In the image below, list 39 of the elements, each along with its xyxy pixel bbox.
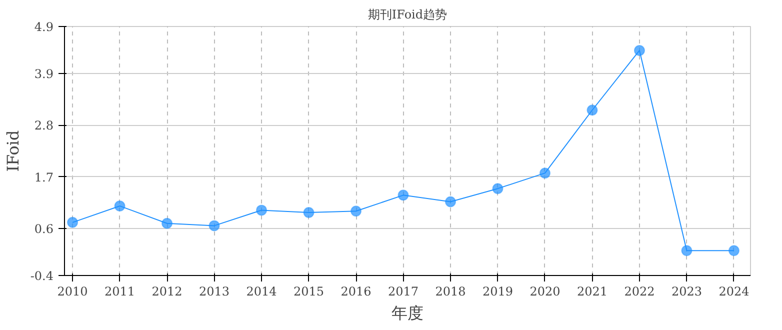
- x-tick-label: 2014: [246, 284, 278, 298]
- point: [398, 190, 409, 201]
- point: [681, 245, 692, 256]
- point: [586, 104, 598, 116]
- x-tick-label: 2020: [530, 284, 560, 298]
- x-tick-label: 2018: [435, 284, 466, 298]
- y-tick-label: 1.7: [34, 170, 54, 184]
- chart-title: 期刊IFoid趋势: [368, 8, 448, 22]
- x-tick-label: 2013: [199, 284, 230, 298]
- y-tick-label: 0.6: [34, 222, 54, 236]
- point: [162, 218, 173, 229]
- point: [208, 220, 220, 232]
- point: [492, 183, 504, 194]
- x-tick-label: 2016: [340, 284, 372, 298]
- point: [728, 245, 740, 256]
- x-tick-label: 2021: [576, 284, 608, 298]
- point: [67, 216, 78, 228]
- point: [303, 207, 314, 218]
- point: [350, 206, 362, 217]
- point: [256, 204, 268, 216]
- x-tick-label: 2022: [624, 284, 655, 298]
- y-tick-label: -0.4: [30, 269, 54, 283]
- x-tick-label: 2015: [293, 284, 324, 298]
- y-tick-label: 2.8: [34, 118, 54, 133]
- x-tick-label: 2023: [671, 284, 702, 298]
- x-tick-label: 2010: [57, 284, 88, 298]
- point: [539, 168, 550, 179]
- x-axis-title: 年度: [392, 304, 424, 322]
- x-tick-label: 2011: [104, 284, 136, 298]
- y-tick-label: 3.9: [34, 66, 54, 81]
- x-tick-label: 2019: [482, 284, 514, 298]
- point: [634, 44, 645, 56]
- point: [114, 200, 126, 212]
- x-tick-label: 2017: [388, 284, 419, 298]
- x-tick-label: 2012: [152, 284, 182, 298]
- y-tick-label: 4.9: [34, 20, 54, 34]
- y-axis-title: IFoid: [3, 130, 22, 172]
- x-tick-label: 2024: [718, 284, 750, 298]
- point: [444, 196, 456, 208]
